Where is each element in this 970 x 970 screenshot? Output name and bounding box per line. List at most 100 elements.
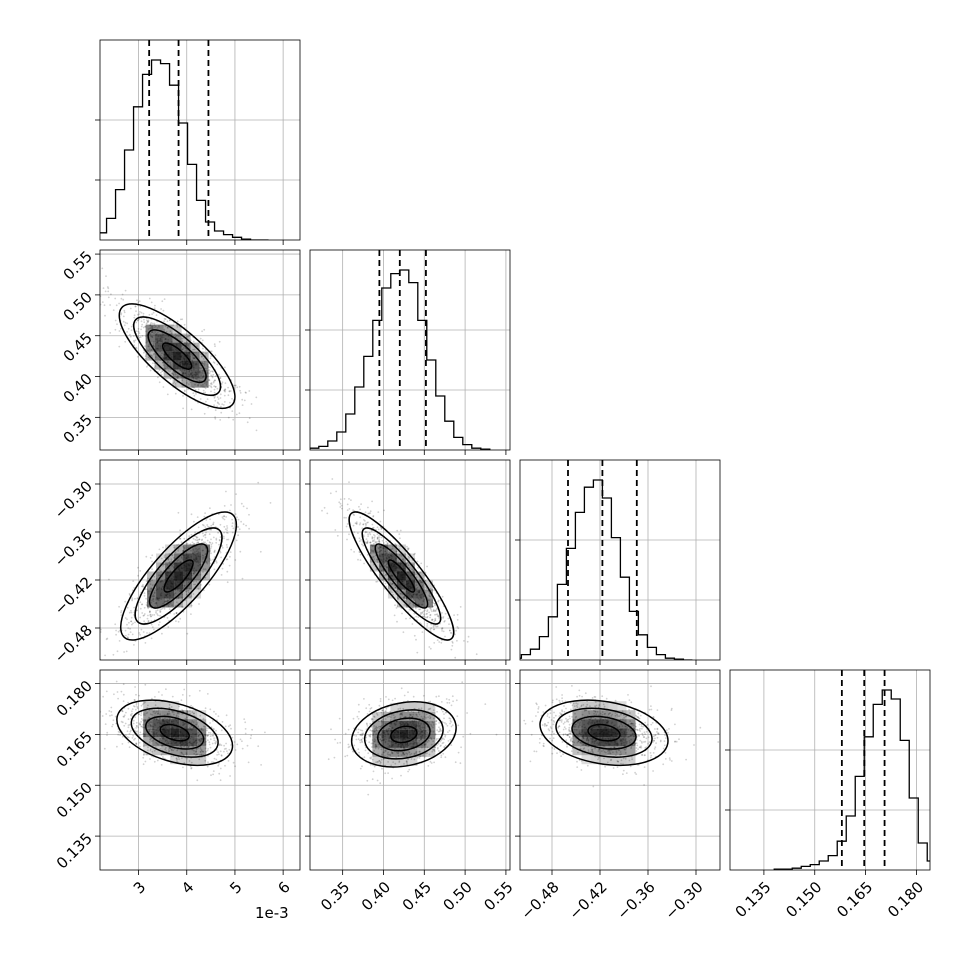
sample-point bbox=[202, 363, 205, 365]
sample-point bbox=[571, 740, 574, 743]
sample-point bbox=[433, 737, 436, 740]
sample-point bbox=[376, 558, 379, 561]
sample-point bbox=[379, 782, 382, 785]
sample-point bbox=[339, 498, 342, 501]
sample-point bbox=[136, 597, 139, 599]
sample-point bbox=[454, 656, 457, 659]
sample-point bbox=[439, 730, 442, 732]
sample-point bbox=[138, 741, 141, 744]
sample-point bbox=[201, 538, 204, 541]
density-cell bbox=[143, 710, 153, 720]
sample-point bbox=[198, 758, 201, 761]
sample-point bbox=[133, 339, 135, 342]
sample-point bbox=[206, 765, 209, 768]
sample-point bbox=[127, 685, 129, 687]
sample-point bbox=[389, 754, 392, 757]
sample-point bbox=[206, 524, 209, 526]
sample-point bbox=[374, 730, 376, 733]
sample-point bbox=[376, 538, 379, 540]
density-cell bbox=[161, 737, 171, 747]
sample-point bbox=[426, 610, 428, 613]
sample-point bbox=[376, 580, 379, 583]
sample-point bbox=[402, 754, 404, 756]
sample-point bbox=[241, 398, 244, 401]
sample-point bbox=[368, 734, 370, 737]
sample-point bbox=[136, 313, 139, 316]
sample-point bbox=[421, 631, 424, 633]
sample-point bbox=[190, 595, 193, 597]
sample-point bbox=[436, 737, 438, 740]
sample-point bbox=[366, 554, 369, 556]
sample-point bbox=[196, 378, 199, 381]
sample-point bbox=[163, 556, 166, 558]
sample-point bbox=[166, 712, 169, 715]
sample-point bbox=[135, 702, 138, 705]
sample-point bbox=[408, 752, 410, 754]
sample-point bbox=[443, 620, 446, 623]
sample-point bbox=[433, 750, 436, 752]
sample-point bbox=[177, 711, 180, 714]
sample-point bbox=[369, 763, 372, 766]
sample-point bbox=[418, 707, 420, 710]
sample-point bbox=[200, 748, 203, 751]
density-cell bbox=[399, 702, 409, 712]
density-cell bbox=[183, 562, 193, 572]
sample-point bbox=[123, 311, 126, 314]
sample-point bbox=[390, 716, 392, 718]
sample-point bbox=[248, 417, 251, 420]
sample-point bbox=[179, 369, 182, 372]
sample-point bbox=[192, 748, 194, 751]
sample-point bbox=[178, 758, 181, 760]
sample-point bbox=[449, 632, 452, 634]
sample-point bbox=[402, 558, 404, 560]
sample-point bbox=[218, 340, 221, 343]
sample-point bbox=[443, 722, 446, 724]
sample-point bbox=[397, 752, 399, 755]
sample-point bbox=[216, 405, 219, 408]
sample-point bbox=[376, 536, 379, 539]
sample-point bbox=[459, 762, 462, 765]
sample-point bbox=[217, 764, 220, 767]
sample-point bbox=[209, 518, 212, 521]
sample-point bbox=[186, 593, 188, 596]
sample-point bbox=[369, 735, 372, 738]
sample-point bbox=[352, 750, 355, 753]
sample-point bbox=[431, 750, 434, 753]
sample-point bbox=[415, 713, 418, 716]
sample-point bbox=[375, 725, 377, 728]
sample-point bbox=[403, 596, 406, 599]
sample-point bbox=[176, 375, 179, 377]
sample-point bbox=[429, 595, 432, 598]
sample-point bbox=[444, 756, 447, 759]
sample-point bbox=[371, 778, 374, 781]
sample-point bbox=[151, 356, 154, 358]
sample-point bbox=[157, 614, 159, 617]
sample-point bbox=[432, 709, 435, 712]
density-cell bbox=[408, 729, 418, 739]
sample-point bbox=[219, 743, 221, 746]
sample-point bbox=[104, 314, 106, 317]
sample-point bbox=[416, 560, 419, 563]
density-cell bbox=[188, 755, 198, 765]
sample-point bbox=[195, 748, 198, 750]
sample-point bbox=[158, 548, 161, 551]
sample-point bbox=[193, 543, 196, 545]
sample-point bbox=[131, 710, 133, 713]
sample-point bbox=[206, 734, 209, 737]
sample-point bbox=[172, 544, 175, 547]
sample-point bbox=[193, 348, 196, 351]
sample-point bbox=[140, 704, 143, 707]
sample-point bbox=[156, 327, 159, 329]
sample-point bbox=[126, 736, 129, 738]
sample-point bbox=[397, 598, 400, 600]
panel-frame bbox=[99, 669, 301, 871]
density-cell bbox=[197, 737, 207, 747]
sample-point bbox=[387, 772, 389, 774]
sample-point bbox=[213, 550, 216, 553]
sample-point bbox=[408, 715, 411, 718]
sample-point bbox=[376, 540, 378, 543]
sample-point bbox=[206, 727, 208, 730]
density-cell bbox=[170, 737, 180, 747]
density-cell bbox=[396, 562, 406, 572]
sample-point bbox=[136, 299, 138, 302]
